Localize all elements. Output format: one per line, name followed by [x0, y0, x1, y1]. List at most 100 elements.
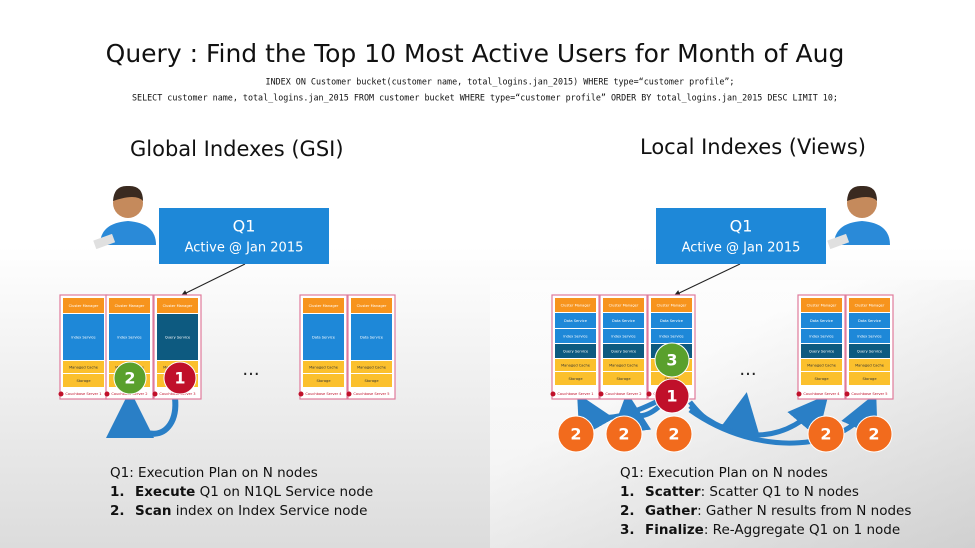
plan-step-number: 3.: [620, 522, 635, 538]
node-row: [555, 372, 596, 385]
step-badge-label: 1: [174, 369, 185, 388]
node-dot: [298, 391, 304, 397]
node-dot: [152, 391, 158, 397]
server-node: Cluster Manager Data Service Index Service…: [844, 294, 894, 400]
node-row-label: Cluster Manager: [115, 304, 145, 308]
step-badge-label: 2: [820, 425, 831, 444]
node-row-label: Index Service: [809, 335, 834, 339]
node-row: [303, 361, 344, 373]
server-node: Cluster Manager Data Service Index Service…: [796, 294, 846, 400]
node-row-label: Data Service: [564, 319, 588, 323]
plan-step-action: Execute: [135, 484, 195, 500]
node-row: [303, 314, 344, 360]
server-node: Cluster Manager Data Service Managed Cache…: [298, 294, 348, 400]
plan-step-text: index on Index Service node: [171, 503, 367, 519]
node-row: [849, 298, 890, 312]
step-badge: [655, 415, 693, 453]
query-box: [159, 208, 329, 264]
node-row-label: Cluster Manager: [357, 304, 387, 308]
query-line: SELECT customer name, total_logins.jan_2…: [132, 93, 838, 103]
server-node: Cluster Manager Data Service Managed Cache…: [346, 294, 396, 400]
node-row: [157, 314, 198, 360]
node-row-label: Cluster Manager: [807, 304, 837, 308]
node-row: [109, 314, 150, 360]
node-row: [603, 298, 644, 312]
node-footer: Couchbase Server 1: [557, 392, 593, 396]
curved-arrow: [106, 390, 179, 439]
node-row: [603, 372, 644, 385]
node-row-label: Index Service: [611, 335, 636, 339]
step-badge-label: 2: [868, 425, 879, 444]
node-row: [849, 372, 890, 385]
server-node: Cluster Manager Index Service Managed Cach…: [58, 294, 108, 400]
node-dot: [104, 391, 110, 397]
node-row: [351, 374, 392, 387]
node-row: [603, 329, 644, 343]
plan-step: Finalize: Re-Aggregate Q1 on 1 node: [645, 522, 900, 538]
step-badge: [163, 361, 197, 395]
node-row: [849, 329, 890, 343]
node-row: [109, 298, 150, 313]
node-row-label: Managed Cache: [69, 366, 99, 370]
step-badge: [855, 415, 893, 453]
plan-step-number: 2.: [110, 503, 125, 519]
query-line: INDEX ON Customer bucket(customer name, …: [266, 77, 735, 87]
panel-heading: Local Indexes (Views): [640, 135, 866, 159]
plan-step: Scan index on Index Service node: [135, 503, 367, 519]
node-row-label: Data Service: [312, 336, 336, 340]
node-row-label: Index Service: [71, 336, 96, 340]
node-row: [555, 359, 596, 371]
node-row: [801, 344, 842, 358]
step-badge-label: 2: [570, 425, 581, 444]
node-row: [555, 313, 596, 328]
node-dot: [598, 391, 604, 397]
plan-step-action: Gather: [645, 503, 697, 519]
step-badge-label: 2: [668, 425, 679, 444]
plan-step-text: : Re-Aggregate Q1 on 1 node: [704, 522, 900, 538]
node-row-label: Managed Cache: [309, 366, 339, 370]
step-badge: [807, 415, 845, 453]
node-footer: Couchbase Server 2: [605, 392, 641, 396]
node-row-label: Storage: [568, 377, 583, 381]
node-row-label: Query Service: [809, 350, 835, 354]
node-row-label: Storage: [814, 377, 829, 381]
node-row: [801, 313, 842, 328]
node-row: [801, 359, 842, 371]
node-row-label: Data Service: [810, 319, 834, 323]
node-row: [63, 361, 104, 373]
plan-step-number: 1.: [110, 484, 125, 500]
node-row-label: Storage: [316, 379, 331, 383]
node-row: [849, 344, 890, 358]
node-row-label: Data Service: [660, 319, 684, 323]
node-row: [603, 344, 644, 358]
arrow: [674, 263, 741, 296]
node-row-label: Storage: [616, 377, 631, 381]
node-row: [849, 359, 890, 371]
node-row: [849, 313, 890, 328]
node-row: [63, 314, 104, 360]
query-subtitle: Active @ Jan 2015: [185, 241, 304, 256]
step-badge: [557, 415, 595, 453]
node-row-label: Cluster Manager: [855, 304, 885, 308]
node-row-label: Query Service: [857, 350, 883, 354]
node-row: [555, 298, 596, 312]
plan-step-action: Finalize: [645, 522, 704, 538]
step-badge: [654, 378, 690, 414]
query-subtitle: Active @ Jan 2015: [682, 241, 801, 256]
node-row-label: Storage: [364, 379, 379, 383]
node-dot: [646, 391, 652, 397]
scatter-arrows: [577, 392, 878, 446]
node-row-label: Query Service: [611, 350, 637, 354]
node-row-label: Query Service: [165, 336, 191, 340]
node-row-label: Cluster Manager: [163, 304, 193, 308]
node-row: [651, 329, 692, 343]
ellipsis: ...: [242, 359, 259, 380]
plan-step-number: 1.: [620, 484, 635, 500]
slide-title: Query : Find the Top 10 Most Active User…: [106, 39, 845, 68]
node-footer: Couchbase Server 4: [803, 392, 840, 396]
node-dot: [346, 391, 352, 397]
node-row-label: Managed Cache: [807, 364, 837, 368]
node-row-label: Index Service: [117, 336, 142, 340]
plan-step-text: : Gather N results from N nodes: [697, 503, 911, 519]
node-row: [351, 298, 392, 313]
